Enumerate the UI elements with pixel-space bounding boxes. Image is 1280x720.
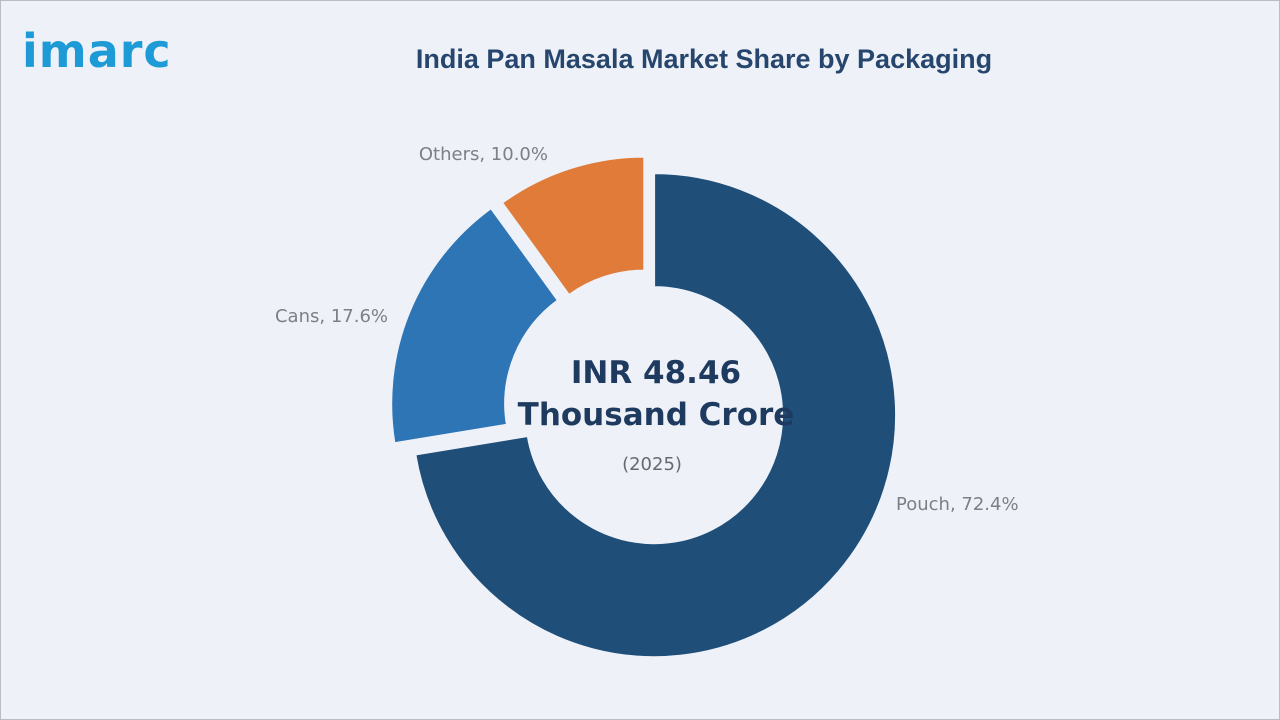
slice-others [500, 155, 646, 297]
slice-pouch [414, 172, 898, 659]
center-year: (2025) [622, 454, 682, 475]
slice-cans [390, 206, 560, 445]
donut-slices [390, 155, 898, 659]
slice-label-cans: Cans, 17.6% [275, 306, 388, 327]
imarc-logo: imarc [22, 24, 172, 78]
slice-label-others: Others, 10.0% [419, 144, 548, 165]
slice-label-pouch: Pouch, 72.4% [896, 494, 1019, 515]
center-value: INR 48.46 [571, 355, 741, 391]
chart-title: India Pan Masala Market Share by Packagi… [415, 44, 993, 74]
center-unit: Thousand Crore [518, 397, 795, 433]
